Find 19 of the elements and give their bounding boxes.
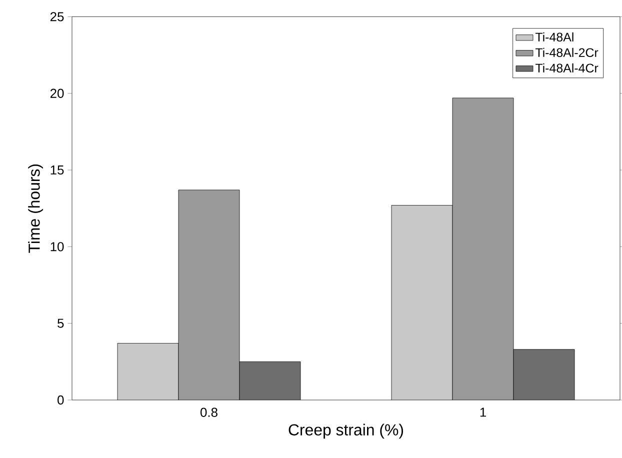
bar	[239, 361, 301, 400]
x-axis-title: Creep strain (%)	[288, 424, 403, 439]
x-tick-label: 0.8	[200, 408, 218, 417]
bar	[178, 190, 240, 400]
y-tick-label: 0	[58, 395, 64, 405]
bar	[452, 98, 514, 400]
legend-label: Ti-48Al	[535, 32, 574, 42]
x-tick-label: 1	[480, 408, 486, 417]
y-tick-label: 10	[50, 242, 64, 252]
y-tick-label: 5	[58, 318, 64, 328]
bar	[513, 349, 575, 400]
y-tick-label: 15	[50, 166, 64, 175]
legend-label: Ti-48Al-2Cr	[535, 48, 598, 58]
y-tick-label: 20	[50, 88, 64, 98]
bar	[117, 343, 179, 400]
legend-label: Ti-48Al-4Cr	[535, 63, 598, 73]
y-axis-title: Time (hours)	[28, 164, 43, 253]
bar	[391, 205, 453, 400]
y-tick-label: 25	[50, 12, 64, 22]
